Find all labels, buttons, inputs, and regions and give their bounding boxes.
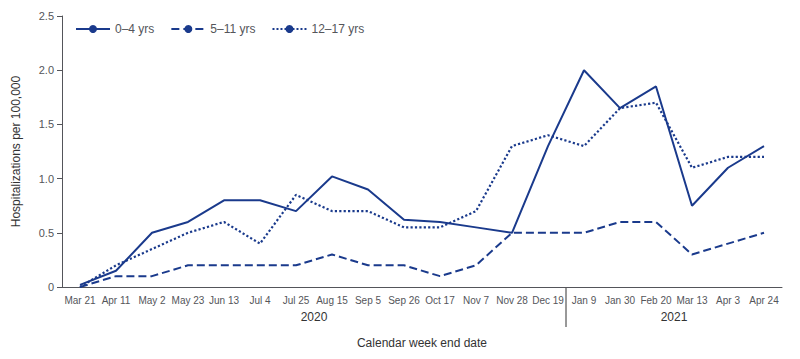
svg-text:Jan 30: Jan 30 xyxy=(605,295,635,306)
svg-text:Nov 28: Nov 28 xyxy=(496,295,528,306)
svg-text:Mar 13: Mar 13 xyxy=(676,295,708,306)
svg-text:2020: 2020 xyxy=(301,310,328,324)
svg-text:Jul 25: Jul 25 xyxy=(283,295,310,306)
svg-text:Mar 21: Mar 21 xyxy=(64,295,96,306)
svg-text:Apr 24: Apr 24 xyxy=(749,295,779,306)
svg-text:0–4 yrs: 0–4 yrs xyxy=(115,22,154,36)
svg-text:Calendar week end date: Calendar week end date xyxy=(357,336,487,350)
svg-text:2.0: 2.0 xyxy=(39,64,54,76)
svg-text:5–11 yrs: 5–11 yrs xyxy=(210,22,255,36)
svg-text:Sep 26: Sep 26 xyxy=(388,295,420,306)
svg-text:Feb 20: Feb 20 xyxy=(640,295,672,306)
svg-text:May 23: May 23 xyxy=(172,295,205,306)
svg-text:Oct 17: Oct 17 xyxy=(425,295,455,306)
svg-text:2021: 2021 xyxy=(661,310,688,324)
svg-text:0.5: 0.5 xyxy=(39,227,54,239)
svg-text:Jan 9: Jan 9 xyxy=(572,295,597,306)
svg-text:Sep 5: Sep 5 xyxy=(355,295,382,306)
svg-text:Hospitalizations per 100,000: Hospitalizations per 100,000 xyxy=(9,75,23,227)
svg-text:Jun 13: Jun 13 xyxy=(209,295,239,306)
svg-text:Apr 3: Apr 3 xyxy=(716,295,740,306)
svg-text:12–17 yrs: 12–17 yrs xyxy=(311,22,364,36)
svg-text:Apr 11: Apr 11 xyxy=(102,295,131,306)
svg-text:2.5: 2.5 xyxy=(39,10,54,22)
svg-text:May 2: May 2 xyxy=(138,295,166,306)
svg-text:Nov 7: Nov 7 xyxy=(463,295,490,306)
svg-text:0: 0 xyxy=(48,281,54,293)
svg-text:1.5: 1.5 xyxy=(39,118,54,130)
svg-text:1.0: 1.0 xyxy=(39,173,54,185)
svg-text:Dec 19: Dec 19 xyxy=(532,295,564,306)
svg-text:Aug 15: Aug 15 xyxy=(316,295,348,306)
svg-text:Jul 4: Jul 4 xyxy=(249,295,271,306)
